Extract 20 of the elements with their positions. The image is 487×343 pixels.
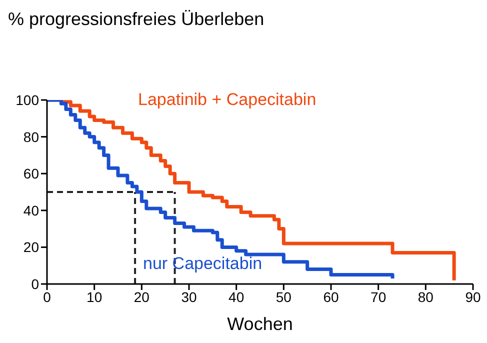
y-tick-label: 0 [31,276,40,292]
x-axis-title: Wochen [227,314,293,334]
x-tick-label: 10 [86,288,102,305]
y-tick-label: 20 [23,239,40,256]
series-label: nur Capecitabin [143,254,262,274]
x-tick-label: 70 [370,288,386,305]
y-axis-title: % progressionsfreies Überleben [8,8,266,31]
x-tick-label: 60 [323,288,339,305]
series-label: Lapatinib + Capecitabin [138,90,316,110]
y-tick-label: 60 [23,166,40,182]
x-tick-label: 50 [276,288,292,305]
x-tick-label: 0 [43,288,52,305]
x-tick-label: 20 [134,288,150,305]
x-tick-label: 80 [418,288,434,305]
y-tick-label: 40 [23,202,40,218]
x-tick-label: 40 [228,288,244,305]
y-tick-label: 80 [23,128,40,145]
x-tick-label: 30 [181,288,197,305]
x-tick-label: 90 [465,288,481,305]
y-tick-label: 100 [16,92,40,108]
